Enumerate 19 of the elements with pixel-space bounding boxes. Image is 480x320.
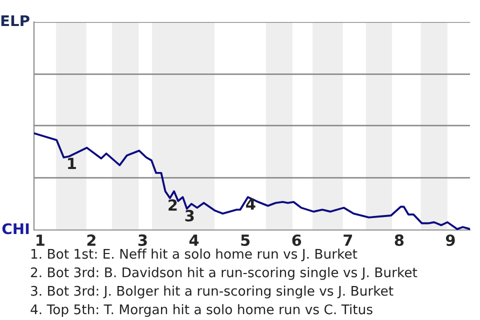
x-tick-label: 9 bbox=[446, 234, 455, 246]
text: CHI bbox=[2, 223, 29, 234]
annotation: 3 bbox=[185, 210, 194, 222]
text: 3. Bot 3rd: J. Bolger hit a run-scoring single vs J. Burket bbox=[31, 286, 394, 298]
text: ELP bbox=[1, 15, 30, 26]
x-tick-label: 1 bbox=[36, 234, 44, 246]
x-tick-label: 3 bbox=[138, 234, 147, 246]
annotation: 1 bbox=[68, 158, 76, 170]
text: 4. Top 5th: T. Morgan hit a solo home run vs C. Titus bbox=[30, 304, 372, 317]
annotation: 4 bbox=[246, 198, 256, 210]
text: 2. Bot 3rd: B. Davidson hit a run-scoring single vs J. Burket bbox=[30, 267, 418, 280]
x-tick-label: 5 bbox=[241, 234, 250, 246]
x-tick-label: 6 bbox=[292, 234, 302, 246]
x-tick-label: 4 bbox=[189, 234, 199, 246]
x-tick-label: 8 bbox=[394, 234, 404, 246]
text: 1. Bot 1st: E. Neff hit a solo home run vs J. Burket bbox=[31, 248, 358, 262]
x-tick-label: 7 bbox=[344, 234, 352, 246]
annotation: 2 bbox=[168, 199, 177, 211]
x-tick-label: 2 bbox=[87, 234, 96, 246]
